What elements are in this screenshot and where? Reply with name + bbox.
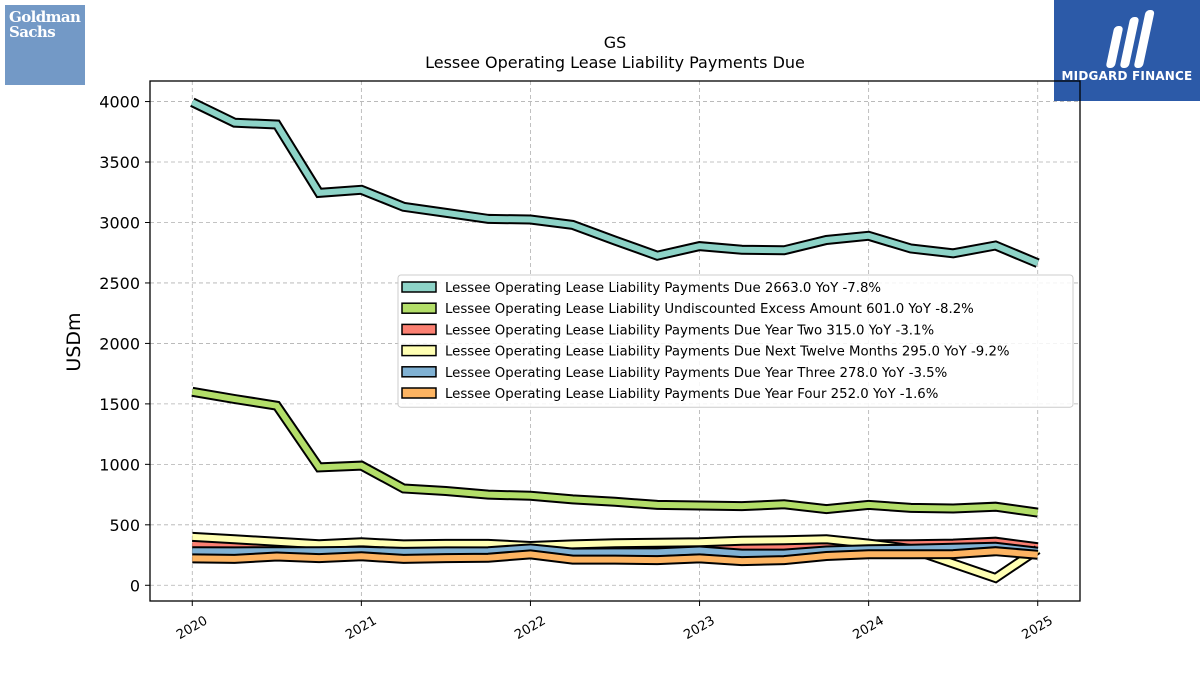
legend-entry: Lessee Operating Lease Liability Payment… (445, 281, 881, 296)
y-axis-label: USDm (63, 312, 85, 371)
y-tick-label: 1500 (99, 395, 140, 414)
logo-line-2: Sachs (9, 23, 56, 41)
y-tick-label: 500 (109, 516, 140, 535)
x-tick-label: 2021 (343, 613, 379, 643)
legend-entry: Lessee Operating Lease Liability Payment… (445, 387, 938, 402)
x-tick-label: 2022 (512, 613, 548, 643)
series-line (190, 99, 1039, 266)
legend-swatch (401, 323, 437, 336)
logo-line-1: Goldman (9, 8, 81, 26)
chart-title: GS (604, 33, 627, 52)
y-tick-label: 4000 (99, 93, 140, 112)
legend-box (397, 274, 1074, 408)
y-tick-label: 2000 (99, 334, 140, 353)
chart-subtitle: Lessee Operating Lease Liability Payment… (425, 53, 805, 72)
y-tick-label: 0 (130, 576, 140, 595)
goldman-sachs-logo-text: Goldman Sachs (9, 8, 81, 41)
midgard-finance-emblem-icon (1106, 10, 1155, 68)
goldman-sachs-logo: Goldman Sachs (5, 5, 85, 85)
x-tick-label: 2024 (850, 613, 886, 643)
legend-swatch (401, 302, 437, 314)
legend-entry: Lessee Operating Lease Liability Payment… (445, 323, 934, 338)
legend-swatch (401, 366, 437, 378)
midgard-finance-logo: MIDGARD FINANCE (1054, 0, 1200, 101)
legend-swatch (401, 281, 437, 293)
x-tick-label: 2023 (681, 613, 717, 643)
y-tick-label: 1000 (99, 455, 140, 474)
plot-frame (149, 80, 1081, 602)
series-line-outline (191, 386, 1039, 518)
series-line (192, 543, 1039, 557)
series-line (192, 548, 1038, 565)
legend-entry: Lessee Operating Lease Liability Payment… (445, 366, 947, 381)
series-line (191, 388, 1039, 516)
x-tick-label: 2020 (174, 613, 210, 643)
legend-entry: Lessee Operating Lease Liability Undisco… (445, 302, 974, 317)
legend-entry: Lessee Operating Lease Liability Payment… (445, 345, 1010, 360)
y-tick-label: 2500 (99, 274, 140, 293)
midgard-finance-logo-text: MIDGARD FINANCE (1061, 69, 1193, 83)
legend: Lessee Operating Lease Liability Payment… (397, 274, 1074, 408)
series-layer (190, 97, 1041, 584)
y-tick-label: 3500 (99, 153, 140, 172)
x-tick-label: 2025 (1020, 613, 1056, 643)
legend-swatch (401, 344, 437, 357)
y-tick-label: 3000 (99, 213, 140, 232)
legend-swatch (401, 387, 437, 399)
